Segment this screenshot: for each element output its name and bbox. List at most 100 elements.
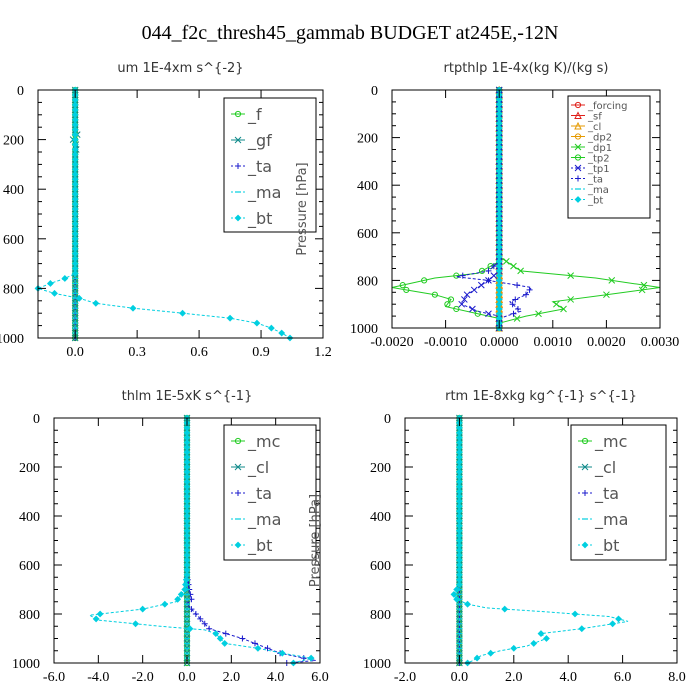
series-line	[456, 90, 533, 328]
data-point	[453, 305, 460, 313]
data-point	[453, 272, 460, 279]
legend-label: _ma	[247, 510, 281, 530]
data-point	[251, 640, 258, 647]
series-tp1	[458, 86, 503, 332]
legend-entry: _ma	[578, 510, 628, 530]
x-tick-label: 0.9	[252, 345, 270, 360]
data-point	[61, 275, 69, 282]
x-tick-label: 4.0	[267, 670, 285, 685]
data-point	[640, 281, 648, 289]
data-point	[485, 310, 492, 318]
data-point	[603, 291, 610, 299]
data-point	[254, 644, 262, 652]
data-point	[403, 286, 410, 294]
data-point	[463, 291, 471, 299]
subplot-title: rtm 1E-8xkg kg^{-1} s^{-1}	[445, 389, 637, 404]
legend-marker	[234, 214, 242, 222]
page-title: 044_f2c_thresh45_gammab BUDGET at245E,-1…	[141, 22, 559, 44]
data-point	[477, 281, 485, 289]
y-tick-label: 600	[3, 233, 24, 248]
legend-label: _cl	[594, 458, 616, 478]
y-tick-label: 400	[357, 179, 378, 194]
y-tick-label: 400	[3, 183, 24, 198]
legend-label: _forcing	[587, 101, 628, 112]
y-tick-label: 800	[357, 274, 378, 289]
legend-label: _dp2	[587, 132, 612, 143]
x-tick-label: 2.0	[223, 670, 241, 685]
x-tick-label: 6.0	[311, 670, 329, 685]
legend-label: _cl	[247, 458, 269, 478]
data-point	[567, 296, 575, 303]
data-point	[513, 315, 521, 322]
data-point	[553, 300, 560, 308]
x-tick-label: 0.0	[66, 345, 84, 360]
legend-label: _bt	[594, 536, 619, 556]
legend-label: _tp2	[587, 153, 610, 164]
data-point	[526, 286, 533, 293]
legend-label: _ma	[594, 510, 628, 530]
data-point	[431, 291, 438, 298]
y-tick-label: 600	[357, 227, 378, 242]
data-point	[512, 296, 519, 303]
data-point	[464, 600, 471, 608]
data-point	[179, 309, 186, 317]
x-tick-label: -6.0	[43, 670, 65, 685]
x-tick-label: -0.0020	[370, 335, 413, 350]
legend-marker	[574, 164, 582, 172]
data-point	[92, 299, 100, 307]
x-tick-label: 0.0020	[587, 335, 626, 350]
data-point	[567, 272, 575, 279]
legend-label: _ta	[587, 174, 603, 185]
data-point	[517, 267, 524, 275]
data-point	[523, 291, 529, 298]
series-bt	[450, 414, 629, 667]
series-bt	[34, 86, 294, 342]
y-tick-label: 1000	[350, 322, 378, 337]
data-point	[399, 282, 406, 289]
legend-marker	[574, 101, 582, 109]
legend: _forcing_sf_cl_dp2_dp1_tp2_tp1_ta_ma_bt	[567, 95, 651, 219]
data-point	[278, 649, 286, 657]
legend-entry: _sf	[571, 111, 602, 122]
legend-entry: _forcing	[571, 101, 628, 112]
subplot-1: um 1E-4xm s^{-2} Pressure [hPa] 0 200 400 600…	[0, 61, 332, 360]
data-point	[470, 286, 478, 294]
subplot-title: um 1E-4xm s^{-2}	[117, 61, 243, 76]
y-axis-label: Pressure [hPa]	[295, 162, 310, 255]
series-bt	[495, 86, 503, 332]
legend-entry: _bt	[231, 536, 272, 556]
legend-label: _ta	[594, 484, 619, 504]
y-tick-label: 0	[33, 412, 40, 427]
legend-label: _sf	[587, 111, 602, 122]
data-point	[177, 590, 185, 598]
legend: _mc _cl _ta _ma _bt	[570, 424, 667, 561]
y-tick-label: 800	[3, 282, 24, 297]
y-tick-label: 600	[370, 559, 391, 574]
data-point	[239, 635, 246, 642]
x-tick-label: 2.0	[505, 670, 523, 685]
data-point	[186, 625, 194, 633]
data-point	[638, 286, 646, 294]
y-tick-label: 1000	[12, 657, 40, 672]
x-tick-label: 0.6	[190, 345, 208, 360]
data-point	[206, 625, 213, 632]
data-point	[216, 635, 224, 642]
data-point	[615, 615, 622, 623]
data-point	[444, 301, 451, 308]
data-point	[510, 310, 517, 317]
legend-marker	[574, 121, 582, 130]
legend-entry: _ma	[231, 510, 281, 530]
x-tick-label: 4.0	[559, 670, 577, 685]
legend-label: _dp1	[587, 143, 612, 154]
legend-label: _ma	[247, 183, 281, 203]
legend-entry: _mc	[578, 432, 627, 452]
x-tick-label: 0.0010	[534, 335, 573, 350]
data-point	[474, 310, 481, 317]
data-point	[201, 620, 208, 627]
legend-entry: _ta	[231, 157, 272, 177]
data-point	[129, 304, 137, 312]
y-tick-label: 800	[19, 608, 40, 623]
data-point	[307, 654, 315, 662]
legend-label: _cl	[587, 122, 601, 133]
y-axis-label: Pressure [hPa]	[308, 494, 323, 587]
